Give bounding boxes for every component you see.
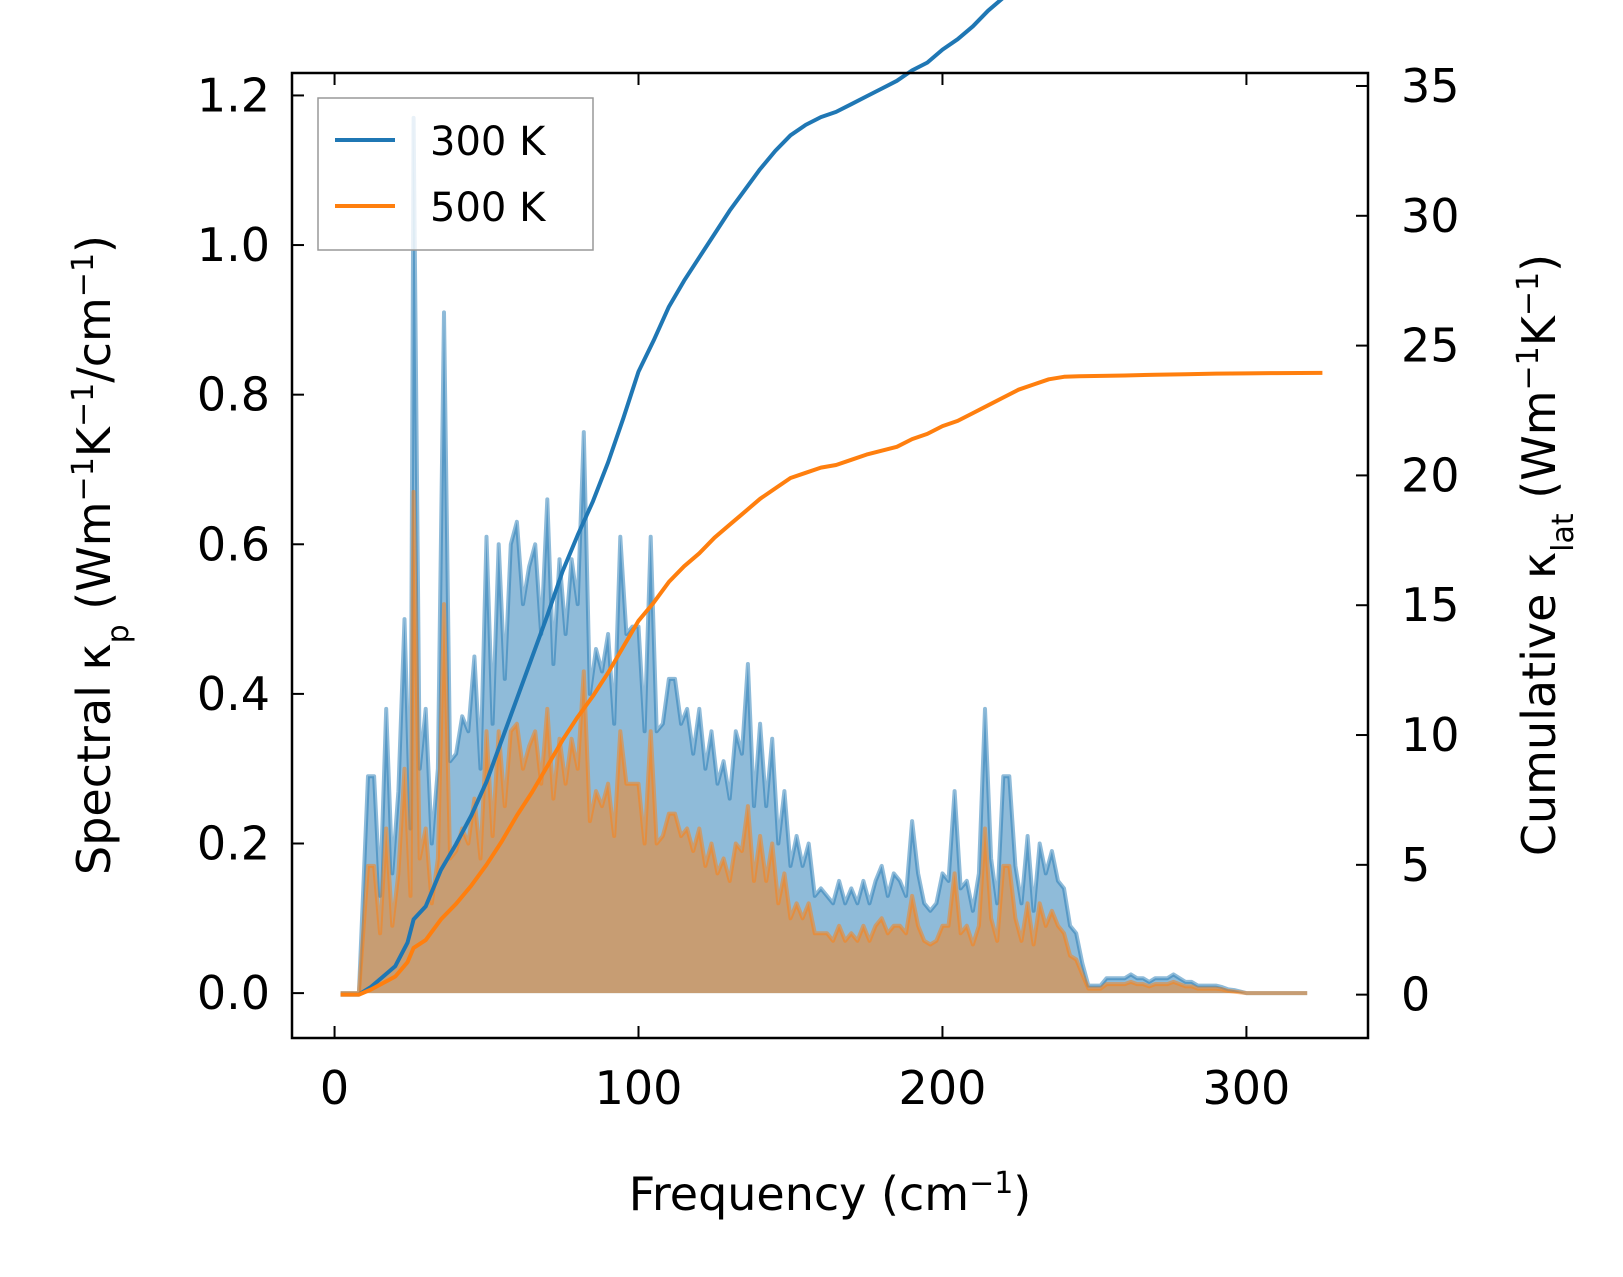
y-right-tick-label: 5 (1401, 838, 1430, 892)
y-left-tick-label: 1.0 (197, 218, 270, 272)
x-tick-label: 200 (899, 1061, 987, 1115)
y-right-tick-label: 15 (1401, 578, 1460, 632)
y-right-tick-label: 20 (1401, 448, 1460, 502)
legend: 300 K 500 K (317, 97, 594, 251)
y-left-tick-label: 0.0 (197, 966, 270, 1020)
y-axis-left-label: Spectral κp (Wm−1K−1/cm−1) (66, 235, 136, 875)
y-right-tick-label: 30 (1401, 189, 1460, 243)
cumulative-line-300k (340, 0, 1004, 997)
y-left-tick-label: 0.2 (197, 817, 270, 871)
legend-label-500k: 500 K (430, 185, 547, 231)
y-right-tick-label: 25 (1401, 319, 1460, 373)
spectral-line-300k (340, 115, 1308, 996)
y-left-tick-label: 0.8 (197, 368, 270, 422)
x-tick-label: 300 (1203, 1061, 1291, 1115)
y-left-tick-label: 0.6 (197, 517, 270, 571)
axis-ticks: 0 100 200 300 0.0 0.2 0.4 0.6 0.8 1.0 1.2 0 5 10 15 20 2… (197, 59, 1460, 1115)
x-tick-label: 0 (320, 1061, 349, 1115)
plot-area: 0 100 200 300 0.0 0.2 0.4 0.6 0.8 1.0 1.2 0 5 10 15 20 2… (197, 0, 1460, 1115)
series-lines (340, 0, 1323, 997)
cumulative-line-500k (340, 370, 1323, 997)
x-tick-label: 100 (595, 1061, 683, 1115)
legend-box (317, 97, 594, 251)
y-right-tick-label: 10 (1401, 708, 1460, 762)
y-right-tick-label: 35 (1401, 59, 1460, 113)
spectral-fills (340, 115, 1308, 996)
y-left-tick-label: 1.2 (197, 68, 270, 122)
plot-frame (290, 71, 1370, 1040)
y-right-tick-label: 0 (1401, 968, 1430, 1022)
x-axis-label: Frequency (cm−1) (629, 1166, 1032, 1222)
spectral-line-500k (340, 489, 1308, 996)
legend-label-300k: 300 K (430, 119, 547, 165)
y-left-tick-label: 0.4 (197, 667, 270, 721)
y-axis-right-label: Cumulative κlat (Wm−1K−1) (1511, 254, 1581, 856)
spectral-fill-500k (340, 491, 1308, 994)
